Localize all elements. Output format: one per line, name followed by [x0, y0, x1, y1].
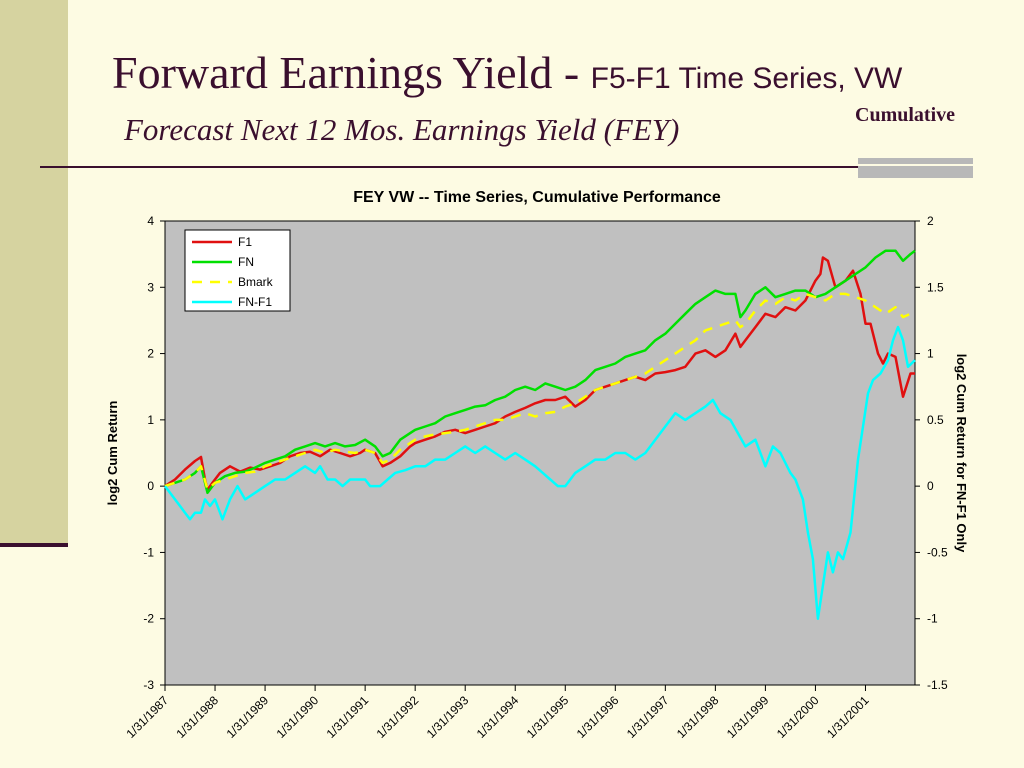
- x-tick-label: 1/31/1997: [624, 693, 672, 741]
- series-line-fn-f1: [163, 325, 916, 620]
- y-tick-label: 0: [147, 479, 154, 493]
- y-axis-label: log2 Cum Return: [105, 401, 120, 506]
- slide-title-sans: F5-F1 Time Series, VW: [590, 62, 903, 95]
- legend-box: [184, 229, 291, 312]
- x-tick-label: 1/31/1988: [174, 693, 222, 741]
- x-tick-label: 1/31/1991: [324, 693, 372, 741]
- slide-title-serif: Forward Earnings Yield -: [112, 47, 591, 98]
- x-tick-label: 1/31/1989: [224, 693, 272, 741]
- y2-tick-label: 0: [927, 479, 934, 493]
- slide-subtitle: Forecast Next 12 Mos. Earnings Yield (FE…: [124, 112, 680, 147]
- x-tick-label: 1/31/2000: [774, 693, 822, 741]
- x-tick-label: 1/31/1993: [424, 693, 472, 741]
- legend-label: FN-F1: [238, 295, 272, 309]
- cumulative-label: Cumulative: [855, 104, 955, 126]
- left-accent-rule: [0, 543, 68, 547]
- y2-tick-label: -0.5: [927, 545, 948, 559]
- series-line-fn: [164, 249, 916, 495]
- series-layer: [163, 249, 916, 620]
- x-tick-label: 1/31/2001: [824, 693, 872, 741]
- series-line-bmark: [164, 292, 916, 491]
- x-tick-label: 1/31/1992: [374, 693, 422, 741]
- y2-tick-label: -1: [927, 612, 938, 626]
- y2-tick-label: 2: [927, 214, 934, 228]
- x-tick-label: 1/31/1996: [574, 693, 622, 741]
- y-tick-label: -1: [143, 545, 154, 559]
- slide-title: Forward Earnings Yield - F5-F1 Time Seri…: [112, 46, 902, 99]
- y-tick-label: 4: [147, 214, 154, 228]
- y-tick-label: 2: [147, 347, 154, 361]
- left-accent-band: [0, 0, 68, 546]
- x-tick-label: 1/31/1987: [123, 693, 171, 741]
- legend: F1 FN Bmark FN-F1: [184, 229, 291, 312]
- title-rule-bar: [858, 158, 973, 178]
- x-tick-label: 1/31/1999: [724, 693, 772, 741]
- y2-tick-label: 1.5: [927, 280, 944, 294]
- y2-tick-label: 1: [927, 347, 934, 361]
- legend-label: Bmark: [238, 275, 274, 289]
- title-rule: [40, 166, 940, 168]
- x-tick-label: 1/31/1998: [674, 693, 722, 741]
- y2-tick-label: -1.5: [927, 678, 948, 692]
- x-tick-label: 1/31/1990: [274, 693, 322, 741]
- x-tick-label: 1/31/1994: [474, 693, 522, 741]
- chart-title: FEY VW -- Time Series, Cumulative Perfor…: [353, 189, 721, 206]
- y2-axis-label: log2 Cum Return for FN-F1 Only: [954, 354, 969, 553]
- x-tick-label: 1/31/1995: [524, 693, 572, 741]
- y-tick-label: -2: [143, 612, 154, 626]
- y-tick-label: 1: [147, 413, 154, 427]
- legend-label: FN: [238, 255, 254, 269]
- y-tick-label: -3: [143, 678, 154, 692]
- y2-tick-label: 0.5: [927, 413, 944, 427]
- y-tick-label: 3: [147, 280, 154, 294]
- legend-label: F1: [238, 235, 252, 249]
